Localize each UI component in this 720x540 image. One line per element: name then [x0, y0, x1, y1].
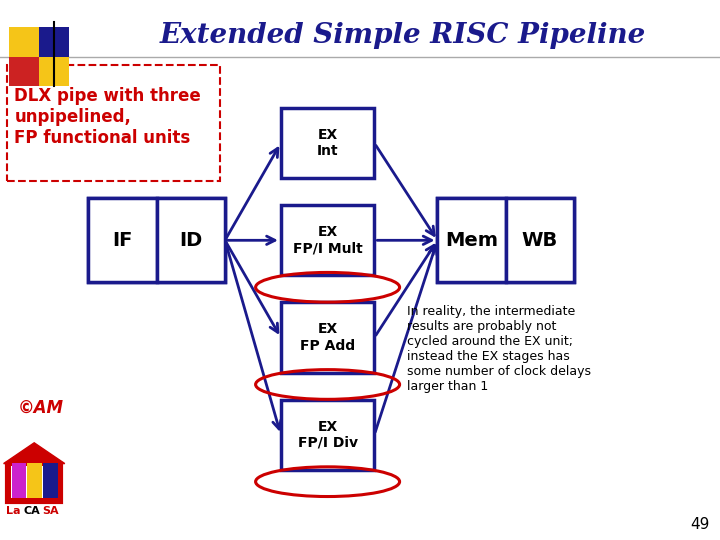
FancyBboxPatch shape	[89, 198, 225, 282]
FancyBboxPatch shape	[281, 108, 374, 178]
Text: In reality, the intermediate
results are probably not
cycled around the EX unit;: In reality, the intermediate results are…	[407, 305, 591, 393]
Text: ID: ID	[179, 231, 202, 250]
Text: EX
FP/I Div: EX FP/I Div	[297, 420, 358, 450]
Bar	[12, 463, 26, 476]
FancyBboxPatch shape	[281, 302, 374, 373]
Text: EX
Int: EX Int	[317, 128, 338, 158]
Bar	[11, 466, 58, 498]
FancyBboxPatch shape	[505, 198, 575, 282]
Bar	[39, 57, 69, 86]
Bar	[12, 476, 26, 498]
Text: IF: IF	[112, 231, 132, 250]
Text: La: La	[6, 505, 20, 516]
FancyBboxPatch shape	[281, 400, 374, 470]
Bar	[27, 484, 42, 498]
FancyBboxPatch shape	[281, 205, 374, 275]
Text: 49: 49	[690, 517, 709, 532]
FancyBboxPatch shape	[157, 198, 225, 282]
Text: WB: WB	[522, 231, 558, 250]
FancyBboxPatch shape	[438, 198, 575, 282]
Bar	[12, 463, 26, 476]
Text: SA: SA	[42, 505, 58, 516]
Text: CA: CA	[23, 505, 40, 516]
Bar	[9, 57, 39, 86]
Text: ©AM: ©AM	[18, 399, 64, 417]
Text: Extended Simple RISC Pipeline: Extended Simple RISC Pipeline	[160, 22, 647, 49]
Bar	[27, 463, 42, 484]
Bar	[39, 27, 69, 57]
Bar	[43, 463, 58, 498]
FancyBboxPatch shape	[438, 198, 505, 282]
FancyBboxPatch shape	[89, 198, 157, 282]
Text: DLX pipe with three
unpipelined,
FP functional units: DLX pipe with three unpipelined, FP func…	[14, 87, 201, 147]
Polygon shape	[4, 443, 65, 463]
Text: EX
FP Add: EX FP Add	[300, 322, 355, 353]
Text: Mem: Mem	[445, 231, 498, 250]
Text: EX
FP/I Mult: EX FP/I Mult	[293, 225, 362, 255]
Bar	[7, 463, 61, 502]
FancyBboxPatch shape	[7, 65, 220, 181]
Bar	[9, 27, 39, 57]
